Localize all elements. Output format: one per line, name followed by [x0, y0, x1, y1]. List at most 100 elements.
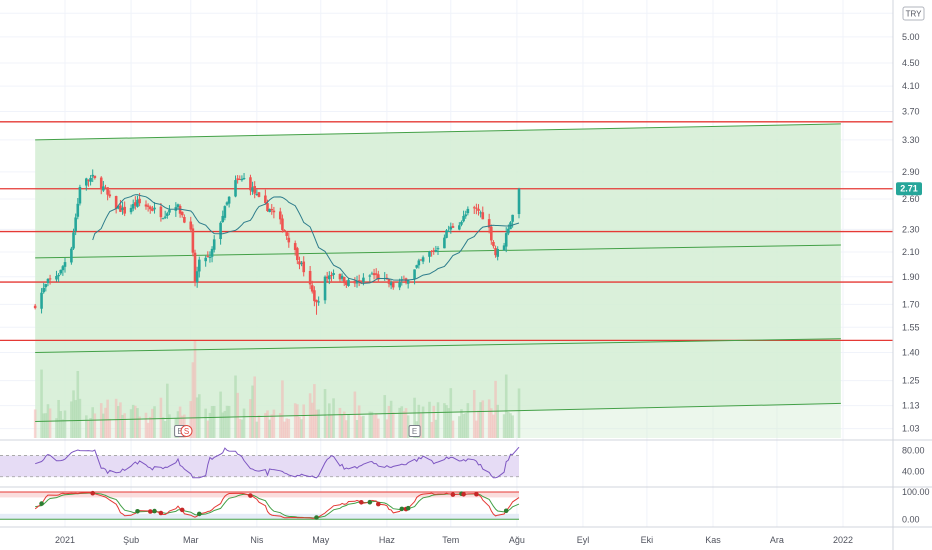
candle-body: [225, 202, 229, 205]
volume-bar: [121, 414, 124, 438]
volume-bar: [144, 412, 148, 438]
volume-bar: [63, 410, 67, 438]
volume-bar: [490, 408, 493, 438]
event-marker-circle: [180, 425, 193, 437]
candle-body: [183, 216, 186, 223]
candle-body: [121, 207, 124, 210]
time-axis-label: Nis: [250, 535, 263, 545]
volume-bar: [323, 389, 327, 438]
time-axis-label: Şub: [123, 535, 139, 545]
candle-body: [268, 208, 271, 213]
candle-body: [490, 226, 493, 241]
candle-body: [472, 207, 476, 209]
candle-body: [464, 214, 468, 217]
green-channel-fill: [35, 123, 841, 422]
osc-cross-dot: [135, 509, 140, 514]
volume-bar: [370, 411, 374, 438]
osc-cross-dot: [148, 509, 153, 514]
volume-bar: [33, 409, 37, 438]
price-tick-label: 2.90: [902, 167, 920, 177]
time-axis-label: Eyl: [577, 535, 590, 545]
candle-body: [136, 199, 139, 207]
candle-body: [281, 218, 284, 230]
time-axis[interactable]: 2021 Şub Mar Nis May Haz Tem Ağu Eyl Eki Kas Ara 202…: [55, 535, 853, 545]
candle-body: [368, 275, 372, 277]
price-tick-label: 4.10: [902, 81, 920, 91]
green-trendline[interactable]: [35, 123, 841, 141]
volume-bar: [219, 391, 222, 438]
candle-body: [153, 207, 156, 210]
price-tick-label: 1.40: [902, 347, 920, 357]
event-marker[interactable]: S: [180, 425, 193, 437]
candle-body: [362, 277, 365, 282]
time-axis-label: 2021: [55, 535, 75, 545]
candle-body: [445, 230, 448, 238]
osc-cross-dot: [39, 501, 44, 506]
volume-bar: [293, 403, 297, 438]
volume-bar: [332, 398, 335, 438]
time-axis-label: Mar: [183, 535, 199, 545]
volume-bar: [385, 419, 389, 438]
volume-bar: [462, 413, 465, 438]
candlestick-series[interactable]: [33, 169, 521, 315]
candle-body: [40, 292, 43, 309]
volume-bar: [434, 419, 438, 438]
candle-body: [89, 177, 92, 182]
green-trendline[interactable]: [35, 338, 841, 353]
candle-body: [57, 274, 60, 277]
candle-body: [492, 241, 495, 247]
volume-bar: [298, 416, 301, 438]
candle-body: [104, 187, 107, 189]
candle-body: [502, 245, 506, 251]
candle-body: [475, 207, 478, 209]
volume-bar: [131, 404, 135, 438]
candle-body: [308, 270, 312, 285]
volume-bar: [191, 362, 195, 438]
volume-bar: [443, 403, 446, 438]
volume-bar: [168, 414, 171, 438]
volume-bar: [340, 414, 344, 438]
candle-body: [108, 194, 112, 197]
volume-bar: [221, 412, 225, 438]
candle-body: [180, 211, 184, 216]
volume-bar: [159, 397, 163, 438]
candle-body: [434, 249, 438, 252]
rsi-pane[interactable]: [0, 446, 520, 479]
candle-body: [242, 177, 246, 179]
candle-body: [72, 232, 75, 249]
volume-bar: [302, 404, 306, 438]
oscillator-pane[interactable]: [0, 490, 520, 520]
candle-body: [106, 187, 109, 195]
volume-bar: [264, 413, 267, 438]
volume-bar: [464, 413, 468, 438]
candle-body: [296, 248, 299, 261]
candle-body: [283, 229, 286, 232]
volume-bar: [492, 414, 495, 438]
green-trendline[interactable]: [35, 402, 841, 422]
event-marker[interactable]: E: [408, 425, 421, 437]
volume-bar: [449, 388, 453, 438]
volume-bar: [257, 415, 261, 438]
osc-cross-dot: [359, 500, 364, 505]
candle-body: [193, 252, 197, 283]
volume-bar: [328, 403, 331, 438]
candle-body: [413, 269, 416, 280]
volume-bar: [48, 408, 52, 438]
moving-average-line[interactable]: [92, 194, 520, 284]
candle-body: [323, 276, 327, 301]
candle-body: [138, 198, 141, 204]
volume-bar: [89, 417, 92, 438]
volume-bar: [310, 402, 314, 438]
currency-tag[interactable]: TRY: [902, 6, 925, 21]
time-axis-label: Haz: [379, 535, 396, 545]
rsi-line[interactable]: [35, 446, 520, 479]
volume-bar: [212, 405, 216, 438]
osc-tick-label: 100.00: [902, 487, 930, 497]
osc-fast-line[interactable]: [34, 492, 520, 519]
osc-slow-line[interactable]: [35, 492, 520, 519]
price-axis[interactable]: 5.505.004.504.103.703.302.902.602.302.10…: [902, 8, 930, 524]
price-tick-label: 3.30: [902, 135, 920, 145]
candle-body: [387, 279, 391, 284]
